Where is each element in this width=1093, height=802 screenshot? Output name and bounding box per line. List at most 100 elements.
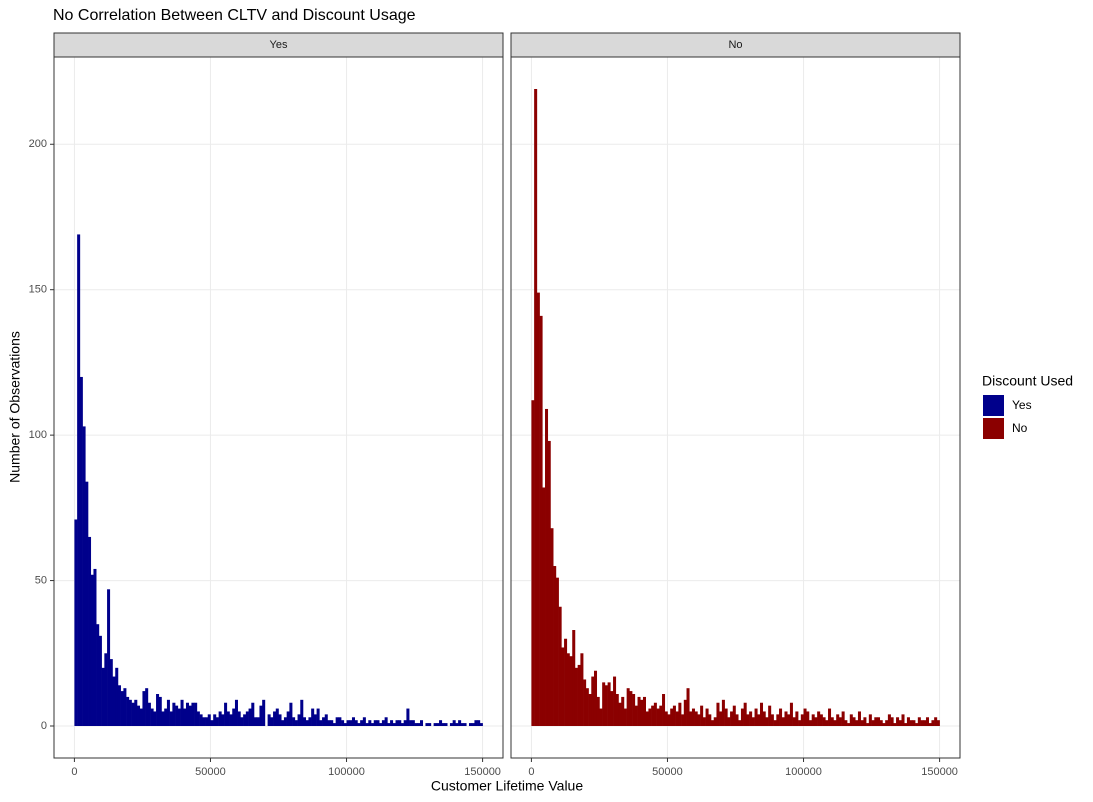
bar xyxy=(672,705,676,727)
facet-strip xyxy=(53,32,504,58)
bar xyxy=(904,723,908,727)
bar xyxy=(107,589,111,727)
bar xyxy=(202,717,206,727)
bar xyxy=(719,711,723,727)
bar xyxy=(400,723,404,727)
bar xyxy=(645,711,649,727)
bar xyxy=(221,714,225,727)
bar xyxy=(275,708,279,727)
bar xyxy=(474,720,478,727)
bar xyxy=(566,653,570,727)
bar xyxy=(838,717,842,727)
bar xyxy=(273,711,277,727)
bar xyxy=(131,702,135,727)
bar xyxy=(387,723,391,727)
bar xyxy=(449,723,453,727)
bar xyxy=(833,720,837,727)
bar xyxy=(637,696,641,727)
bar xyxy=(928,723,932,727)
bar xyxy=(691,708,695,727)
bar xyxy=(618,702,622,727)
bar xyxy=(267,714,271,727)
bar xyxy=(229,714,233,727)
bar xyxy=(153,711,157,727)
bar xyxy=(806,711,810,727)
bar xyxy=(553,566,557,727)
bar xyxy=(194,702,198,727)
bar xyxy=(792,717,796,727)
bar xyxy=(256,717,260,727)
bar xyxy=(757,714,761,727)
bar xyxy=(417,723,421,727)
bar xyxy=(283,717,287,727)
bar xyxy=(803,708,807,727)
bar xyxy=(196,711,200,727)
x-tick-label: 0 xyxy=(71,766,77,778)
bar xyxy=(629,691,633,727)
bar xyxy=(727,717,731,727)
bar xyxy=(139,708,143,727)
bar xyxy=(365,723,369,727)
bar xyxy=(128,699,132,727)
bar xyxy=(694,711,698,727)
bar xyxy=(142,691,146,727)
bar xyxy=(596,696,600,727)
bar xyxy=(879,720,883,727)
bar xyxy=(781,717,785,727)
bar xyxy=(871,720,875,727)
legend-label: Yes xyxy=(1012,398,1032,412)
bar xyxy=(455,723,459,727)
bar xyxy=(436,723,440,727)
bar xyxy=(338,717,342,727)
bar xyxy=(626,688,630,727)
bar xyxy=(240,717,244,727)
bar xyxy=(439,720,443,727)
bar xyxy=(218,711,222,727)
bar xyxy=(795,711,799,727)
bar xyxy=(705,708,709,727)
y-axis-title: Number of Observations xyxy=(7,331,23,483)
bar xyxy=(210,720,214,727)
bar xyxy=(294,720,298,727)
bar xyxy=(150,708,154,727)
bar xyxy=(224,702,228,727)
bar xyxy=(376,720,380,727)
bar xyxy=(602,682,606,727)
bar xyxy=(882,723,886,727)
bar xyxy=(798,720,802,727)
bar xyxy=(847,723,851,727)
bar xyxy=(262,699,266,727)
y-tick-label: 100 xyxy=(29,429,47,441)
bar xyxy=(234,699,238,727)
bar xyxy=(664,711,668,727)
bar xyxy=(381,720,385,727)
bar xyxy=(857,711,861,727)
bar xyxy=(925,717,930,727)
bar xyxy=(836,714,840,727)
bar xyxy=(403,720,407,727)
bar xyxy=(773,720,777,727)
bar xyxy=(667,714,671,727)
bar xyxy=(120,691,124,727)
x-tick-label: 50000 xyxy=(652,766,683,778)
bar xyxy=(468,723,473,727)
bar xyxy=(632,694,636,727)
x-axis-title: Customer Lifetime Value xyxy=(431,778,583,794)
bar xyxy=(912,720,916,727)
bar xyxy=(199,714,203,727)
bar xyxy=(371,723,375,727)
bar xyxy=(88,536,92,727)
bar xyxy=(746,714,750,727)
bar xyxy=(237,711,241,727)
bar xyxy=(569,656,573,727)
bar xyxy=(906,717,910,727)
bar xyxy=(681,714,685,727)
bar xyxy=(564,638,568,727)
legend-label: No xyxy=(1012,421,1028,435)
bar xyxy=(863,717,867,727)
bar xyxy=(689,711,693,727)
bar xyxy=(243,714,247,727)
bar xyxy=(215,717,219,727)
bar xyxy=(623,708,627,727)
bar xyxy=(885,720,889,727)
